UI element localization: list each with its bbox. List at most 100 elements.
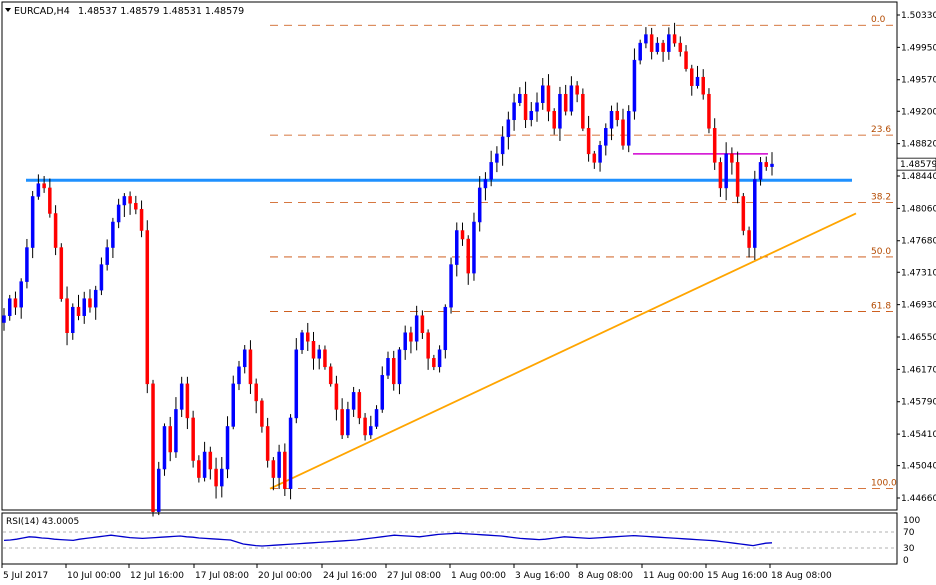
main-panel-frame [1,1,898,511]
candle [391,350,396,391]
candle [690,64,694,96]
candle [414,305,419,351]
y-tick-label: 1.45040 [901,462,936,472]
candle [122,193,127,217]
rsi-line [3,532,773,547]
x-tick-label: 12 Jul 16:00 [130,571,184,581]
candle [231,375,236,430]
candle [225,416,230,479]
candle [30,190,35,259]
candle [369,415,373,439]
y-tick-label: 1.46170 [901,365,936,375]
candle [621,108,625,150]
candle [88,289,92,313]
candle [265,417,270,468]
candle [649,27,654,60]
candle [764,156,769,171]
y-tick-label: 1.47310 [901,268,936,278]
drawn-lines[interactable] [26,153,857,490]
dropdown-triangle-icon[interactable] [5,8,11,12]
candle [128,191,132,215]
candle [59,243,64,302]
fib-level-label: 61.8 [871,301,891,311]
candle [472,212,476,281]
candle [156,461,161,516]
candle [552,108,556,135]
y-tick-label: 1.46550 [901,333,936,343]
y-tick-label: 1.49950 [901,43,936,53]
y-tick-label: 1.49570 [901,76,936,86]
candle [19,278,23,319]
x-tick-label: 17 Jul 08:00 [195,571,249,581]
candle [386,351,390,380]
x-tick-label: 15 Aug 16:00 [707,571,768,581]
candle [93,285,98,320]
fib-level-label: 23.6 [871,125,891,135]
candle [672,22,677,47]
candle [426,329,430,370]
candle [655,37,660,55]
candle [758,156,763,186]
candle [317,344,321,370]
candle [48,178,52,218]
x-tick-label: 18 Aug 08:00 [771,571,832,581]
candle [707,88,711,134]
rsi-tick-label: 100 [903,516,920,526]
candle [437,345,442,373]
y-tick-label: 1.48440 [901,172,936,182]
x-tick-label: 24 Jul 16:00 [323,571,377,581]
current-price-label: 1.48579 [900,160,936,170]
candle [770,152,774,176]
x-tick-label: 1 Aug 00:00 [451,571,506,581]
candle [300,329,304,354]
y-tick-label: 1.44660 [901,494,936,504]
y-tick-label: 1.50330 [901,11,936,21]
candle [489,150,493,187]
candle [569,76,574,116]
candle [334,375,339,421]
fib-level-label: 100.0 [871,479,897,489]
candle [397,347,402,395]
candle [604,123,608,156]
candle [667,27,671,60]
candle [695,65,700,89]
y-tick-label: 1.46930 [901,301,936,311]
candle [409,326,413,354]
y-tick-label: 1.48820 [901,140,936,150]
candle [174,397,178,458]
candle [563,84,568,116]
candle [615,102,620,127]
candle [684,45,688,72]
candle [753,170,757,260]
candle [260,398,264,433]
trend-line[interactable] [269,212,857,490]
fib-level-label: 0.0 [871,15,886,25]
candle [99,257,104,296]
rsi-axis: 100 70 30 0 [903,516,920,566]
candle [581,88,585,132]
candle [741,193,746,236]
fib-level-label: 38.2 [871,192,891,202]
candle [718,157,723,197]
candle [477,176,482,232]
candle [432,354,436,371]
candle [191,410,195,468]
candle [283,443,287,496]
candle [747,226,751,258]
candle [139,200,144,238]
candle [455,222,459,277]
candle [134,195,138,215]
candle [357,389,362,425]
rsi-panel: RSI(14) 43.0005 100 70 30 0 [3,516,920,566]
candle [53,205,58,256]
candle [638,39,642,65]
ohlc-values: 1.48537 1.48579 1.48531 1.48579 [78,6,244,17]
candle [214,457,218,499]
candle [71,303,75,340]
x-tick-label: 27 Jul 08:00 [387,571,441,581]
candle [13,291,18,315]
x-tick-label: 10 Jul 00:00 [67,571,121,581]
candle [466,235,470,285]
candle [558,86,562,141]
candle [592,150,597,169]
